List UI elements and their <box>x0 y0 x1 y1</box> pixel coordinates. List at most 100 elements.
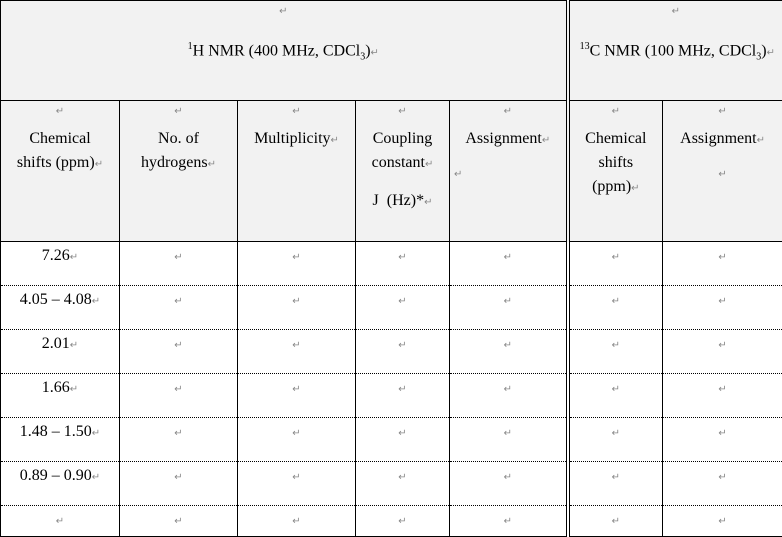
paragraph-mark: ↵ <box>174 384 183 395</box>
shift-cell[interactable]: ↵ <box>0 505 120 537</box>
shift-value: 1.66 <box>41 379 70 396</box>
paragraph-mark: ↵ <box>718 169 727 180</box>
paragraph-mark: ↵ <box>398 340 407 351</box>
paragraph-mark: ↵ <box>718 428 727 439</box>
paragraph-mark: ↵ <box>611 516 620 527</box>
empty-cell[interactable]: ↵ <box>565 373 664 418</box>
empty-cell[interactable]: ↵ <box>662 241 782 286</box>
empty-cell[interactable]: ↵ <box>237 505 356 537</box>
col-h-assignment: ↵ Assignment↵ ↵ <box>448 100 569 242</box>
paragraph-mark: ↵ <box>370 47 379 59</box>
col-h-shift: ↵ Chemical shifts (ppm)↵ <box>0 100 120 242</box>
empty-cell[interactable]: ↵ <box>662 373 782 418</box>
empty-cell[interactable]: ↵ <box>355 417 450 462</box>
empty-cell[interactable]: ↵ <box>119 373 238 418</box>
paragraph-mark: ↵ <box>611 296 620 307</box>
col-c-shift-line3: (ppm) <box>592 178 632 195</box>
empty-cell[interactable]: ↵ <box>355 241 450 286</box>
empty-cell[interactable]: ↵ <box>237 373 356 418</box>
paragraph-mark: ↵ <box>91 296 101 307</box>
col-multiplicity-label: Multiplicity <box>254 130 331 147</box>
col-h-shift-line2: shifts (ppm) <box>16 154 95 171</box>
c-nmr-sup: 13 <box>579 41 590 52</box>
paragraph-mark: ↵ <box>611 472 620 483</box>
table-row: 1.66↵ ↵ ↵ ↵ ↵ ↵ ↵ <box>0 373 782 418</box>
empty-cell[interactable]: ↵ <box>565 417 664 462</box>
empty-cell[interactable]: ↵ <box>119 461 238 506</box>
empty-cell[interactable]: ↵ <box>662 461 782 506</box>
empty-cell[interactable]: ↵ <box>448 373 569 418</box>
shift-cell[interactable]: 4.05 – 4.08↵ <box>0 285 120 330</box>
col-h-assignment-label: Assignment <box>465 130 542 147</box>
empty-cell[interactable]: ↵ <box>448 241 569 286</box>
empty-cell[interactable]: ↵ <box>565 505 664 537</box>
empty-cell[interactable]: ↵ <box>119 329 238 374</box>
paragraph-mark: ↵ <box>207 159 217 170</box>
empty-cell[interactable]: ↵ <box>119 241 238 286</box>
col-c-shift-line1: Chemical <box>585 130 647 147</box>
empty-cell[interactable]: ↵ <box>237 417 356 462</box>
paragraph-mark: ↵ <box>611 428 620 439</box>
empty-cell[interactable]: ↵ <box>448 417 569 462</box>
paragraph-mark: ↵ <box>398 472 407 483</box>
paragraph-mark: ↵ <box>718 384 727 395</box>
empty-cell[interactable]: ↵ <box>355 505 450 537</box>
paragraph-mark: ↵ <box>174 296 183 307</box>
col-h-shift-line1: Chemical <box>29 130 91 147</box>
h-nmr-title: H NMR (400 MHz, CDCl <box>192 42 361 60</box>
table-row: 7.26↵ ↵ ↵ ↵ ↵ ↵ ↵ <box>0 241 782 286</box>
empty-cell[interactable]: ↵ <box>119 505 238 537</box>
empty-cell[interactable]: ↵ <box>662 417 782 462</box>
paragraph-mark: ↵ <box>174 340 183 351</box>
empty-cell[interactable]: ↵ <box>448 329 569 374</box>
empty-cell[interactable]: ↵ <box>237 241 356 286</box>
col-c-assignment: ↵ Assignment↵ ↵ <box>662 100 782 242</box>
paragraph-mark: ↵ <box>541 135 551 146</box>
shift-cell[interactable]: 1.48 – 1.50↵ <box>0 417 120 462</box>
shift-cell[interactable]: 1.66↵ <box>0 373 120 418</box>
paragraph-mark: ↵ <box>611 384 620 395</box>
empty-cell[interactable]: ↵ <box>119 417 238 462</box>
shift-cell[interactable]: 2.01↵ <box>0 329 120 374</box>
paragraph-mark: ↵ <box>718 106 727 117</box>
empty-cell[interactable]: ↵ <box>662 505 782 537</box>
empty-cell[interactable]: ↵ <box>448 505 569 537</box>
paragraph-mark: ↵ <box>718 472 727 483</box>
empty-cell[interactable]: ↵ <box>565 329 664 374</box>
empty-cell[interactable]: ↵ <box>355 285 450 330</box>
empty-cell[interactable]: ↵ <box>119 285 238 330</box>
empty-cell[interactable]: ↵ <box>237 461 356 506</box>
empty-cell[interactable]: ↵ <box>565 241 664 286</box>
paragraph-mark: ↵ <box>671 6 680 17</box>
empty-cell[interactable]: ↵ <box>355 329 450 374</box>
shift-cell[interactable]: 7.26↵ <box>0 241 120 286</box>
empty-cell[interactable]: ↵ <box>565 285 664 330</box>
h-nmr-sub: 3 <box>360 51 366 63</box>
paragraph-mark: ↵ <box>611 106 620 117</box>
empty-cell[interactable]: ↵ <box>662 329 782 374</box>
col-coupling-line1: Coupling <box>372 130 433 147</box>
col-h-count: ↵ No. of hydrogens↵ <box>119 100 238 242</box>
empty-cell[interactable]: ↵ <box>237 285 356 330</box>
c-nmr-sub: 3 <box>756 51 762 63</box>
paragraph-mark: ↵ <box>174 472 183 483</box>
c-nmr-title: C NMR (100 MHz, CDCl <box>589 42 757 60</box>
shift-cell[interactable]: 0.89 – 0.90↵ <box>0 461 120 506</box>
empty-cell[interactable]: ↵ <box>355 373 450 418</box>
paragraph-mark: ↵ <box>174 106 183 117</box>
col-h-count-line1: No. of <box>158 130 199 147</box>
paragraph-mark: ↵ <box>398 296 407 307</box>
empty-cell[interactable]: ↵ <box>448 285 569 330</box>
col-c-shift-line2: shifts <box>598 154 634 171</box>
empty-cell[interactable]: ↵ <box>237 329 356 374</box>
empty-cell[interactable]: ↵ <box>662 285 782 330</box>
empty-cell[interactable]: ↵ <box>448 461 569 506</box>
paragraph-mark: ↵ <box>756 135 765 146</box>
empty-cell[interactable]: ↵ <box>355 461 450 506</box>
paragraph-mark: ↵ <box>174 252 183 263</box>
col-coupling-line2: constant <box>371 154 425 171</box>
paragraph-mark: ↵ <box>424 197 433 208</box>
empty-cell[interactable]: ↵ <box>565 461 664 506</box>
paragraph-mark: ↵ <box>55 106 65 117</box>
h-nmr-sup: 1 <box>187 41 193 52</box>
